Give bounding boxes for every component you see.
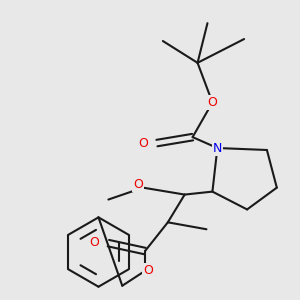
Text: O: O bbox=[208, 96, 218, 109]
Text: O: O bbox=[143, 264, 153, 278]
Text: O: O bbox=[138, 136, 148, 150]
Text: O: O bbox=[90, 236, 100, 249]
Text: O: O bbox=[133, 178, 143, 191]
Text: N: N bbox=[213, 142, 222, 154]
